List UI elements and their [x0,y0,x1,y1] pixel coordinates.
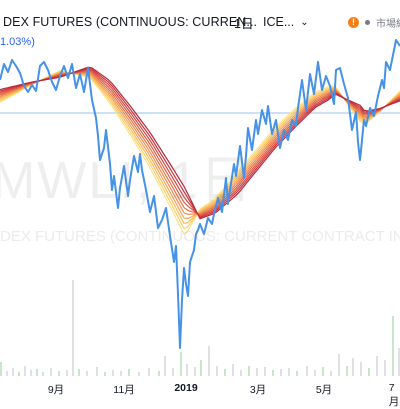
market-status[interactable]: ! 市場終 [348,15,400,30]
price-line [0,39,400,349]
volume-bar [104,372,106,376]
volume-bar [306,366,308,376]
volume-bar [96,367,98,376]
volume-bar [30,370,32,376]
volume-bar [164,356,166,376]
volume-layer [0,280,400,376]
volume-bar [72,280,74,376]
volume-bar [50,368,52,376]
volume-bar [58,371,60,376]
volume-bar [200,360,202,376]
status-dot-icon [365,19,370,25]
volume-bar [42,372,44,376]
volume-bar [208,346,210,376]
volume-bar [66,370,68,376]
x-tick-label: 3月 [249,384,267,396]
volume-bar [368,368,370,376]
volume-bar [120,371,122,376]
volume-bar [322,367,324,376]
price-chart[interactable] [0,0,400,400]
interval-label[interactable]: 1日 [234,16,254,31]
price-change: 1.03%) [0,36,35,48]
chevron-down-icon[interactable]: ⌄ [300,16,309,28]
x-tick-label: 7月 [388,382,400,408]
volume-bar [272,370,274,376]
symbol-title[interactable]: DEX FUTURES (CONTINUOUS: CURREN... [3,15,258,29]
volume-bar [78,369,80,376]
symbol-watermark: MWL!, 1日 [0,152,254,210]
name-watermark: DEX FUTURES (CONTINUOUS: CURRENT CONTRAC… [0,228,400,245]
volume-bar [288,368,290,376]
volume-bar [376,356,378,376]
x-tick-label: 11月 [113,384,135,396]
volume-bar [240,370,242,376]
volume-bar [18,372,20,376]
volume-bar [296,371,298,376]
volume-bar [158,371,160,376]
info-icon[interactable]: ! [348,16,359,28]
volume-bar [384,360,386,376]
volume-bar [194,367,196,376]
volume-bar [6,371,8,376]
volume-bar [0,362,2,376]
exchange-selector[interactable]: ICE... ⌄ [263,15,309,29]
volume-bar [360,362,362,376]
volume-bar [346,366,348,376]
volume-bar [186,364,188,376]
volume-bar [216,366,218,376]
volume-bar [280,369,282,376]
volume-bar [330,371,332,376]
x-tick-label: 9月 [47,384,65,396]
volume-bar [352,358,354,376]
x-tick-label: 5月 [315,384,333,396]
volume-bar [338,354,340,376]
x-tick-label: 2019 [174,382,198,394]
volume-bar [256,368,258,376]
volume-bar [128,369,130,376]
volume-bar [398,348,400,376]
volume-bar [172,368,174,376]
volume-bar [232,364,234,376]
volume-bar [36,369,38,376]
chart-header: DEX FUTURES (CONTINUOUS: CURREN... 1日 IC… [0,10,400,34]
time-axis[interactable]: 9月 11月 2019 3月 5月 7月 [0,376,400,408]
volume-bar [86,371,88,376]
exchange-label: ICE... [263,15,295,29]
volume-bar [392,316,394,376]
volume-bar [224,369,226,376]
volume-bar [12,368,14,376]
volume-bar [264,367,266,376]
volume-bar [248,366,250,376]
volume-bar [24,366,26,376]
market-status-label: 市場終 [376,18,400,30]
volume-bar [112,370,114,376]
volume-bar [138,372,140,376]
volume-bar [314,370,316,376]
volume-bar [148,368,150,376]
volume-bar [180,352,182,376]
